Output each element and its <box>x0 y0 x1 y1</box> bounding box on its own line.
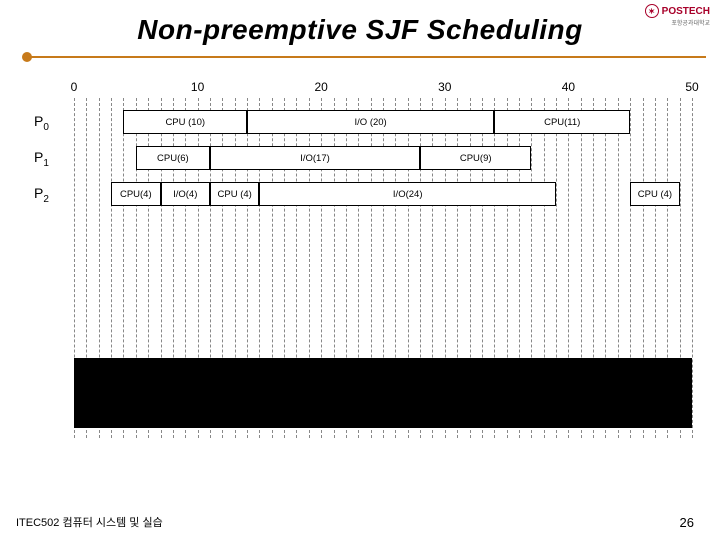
axis-tick-label: 40 <box>562 80 575 94</box>
black-band <box>74 358 692 428</box>
gantt-chart: 01020304050 P0CPU (10)I/O (20)CPU(11)P1C… <box>34 80 692 440</box>
footer-page-number: 26 <box>680 515 694 530</box>
axis-tick-label: 0 <box>71 80 78 94</box>
gantt-segment: CPU(4) <box>111 182 160 206</box>
process-label: P2 <box>34 185 68 205</box>
gantt-segment: I/O(17) <box>210 146 420 170</box>
gantt-segment: CPU(11) <box>494 110 630 134</box>
axis-tick-label: 10 <box>191 80 204 94</box>
gantt-segment: I/O (20) <box>247 110 494 134</box>
title-rule-line <box>30 56 706 58</box>
time-axis: 01020304050 <box>74 80 692 96</box>
process-label: P0 <box>34 113 68 133</box>
axis-tick-label: 20 <box>315 80 328 94</box>
page-title: Non-preemptive SJF Scheduling <box>0 14 720 46</box>
gantt-segment: CPU (4) <box>630 182 679 206</box>
gridline <box>692 98 693 438</box>
axis-tick-label: 30 <box>438 80 451 94</box>
process-label: P1 <box>34 149 68 169</box>
footer-course: ITEC502 컴퓨터 시스템 및 실습 <box>16 514 163 530</box>
gantt-segment: I/O(4) <box>161 182 210 206</box>
axis-tick-label: 50 <box>685 80 698 94</box>
gantt-segment: CPU (10) <box>123 110 247 134</box>
process-row: CPU(6)I/O(17)CPU(9) <box>74 146 692 170</box>
gantt-segment: CPU(9) <box>420 146 531 170</box>
gantt-segment: CPU(6) <box>136 146 210 170</box>
gantt-segment: I/O(24) <box>259 182 556 206</box>
process-row: CPU (10)I/O (20)CPU(11) <box>74 110 692 134</box>
process-row: CPU(4)I/O(4)CPU (4)I/O(24)CPU (4) <box>74 182 692 206</box>
gantt-segment: CPU (4) <box>210 182 259 206</box>
